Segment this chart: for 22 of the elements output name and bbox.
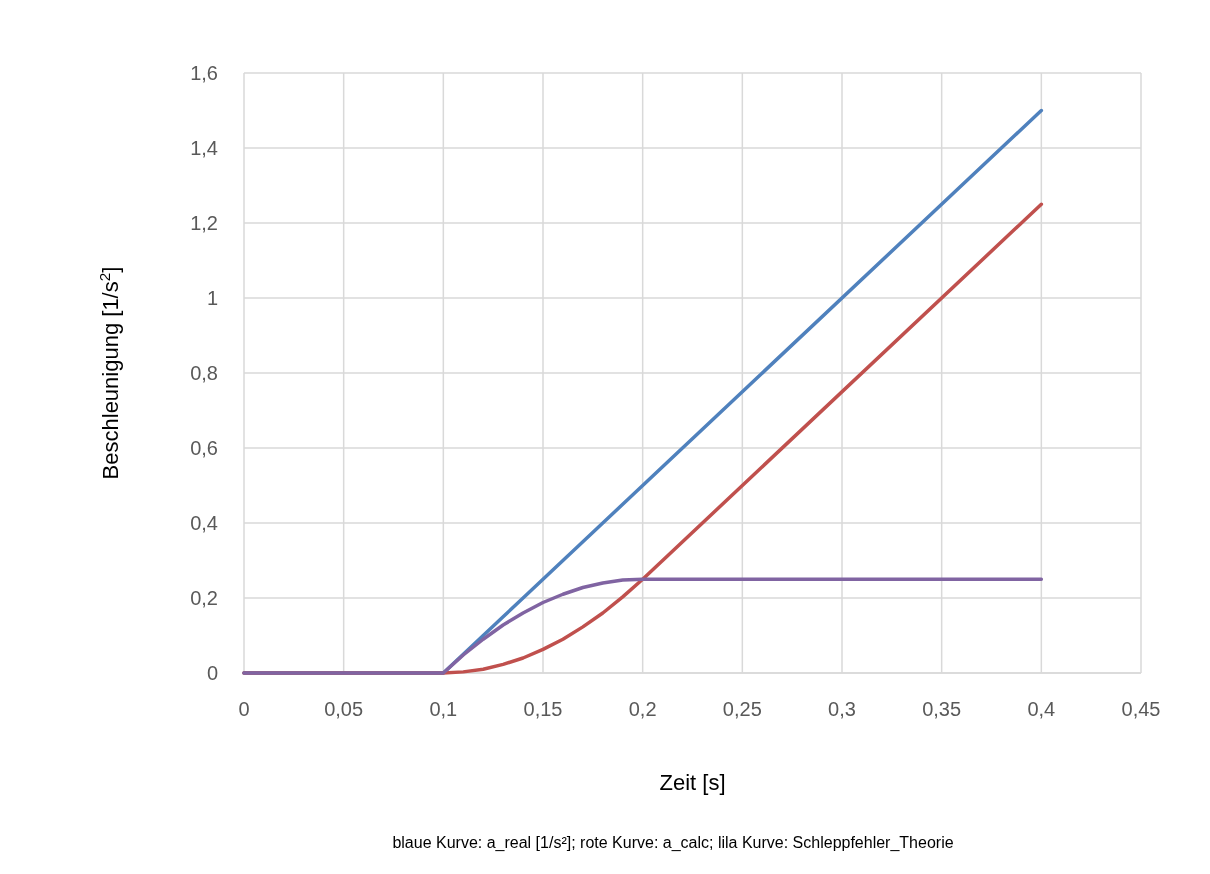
y-tick-label: 0 <box>206 662 218 684</box>
y-tick-label: 1 <box>206 287 218 309</box>
x-tick-label: 0,45 <box>1121 698 1161 720</box>
x-axis-title: Zeit [s] <box>659 770 726 795</box>
x-tick-label: 0,05 <box>324 698 364 720</box>
text: blaue Kurve: a_real [1/s²]; rote Kurve: a_calc; lila Kurve: Schleppfehler_Theorie <box>392 834 954 852</box>
y-tick-label: 1,4 <box>190 137 218 159</box>
x-tick-label: 0 <box>238 698 250 720</box>
y-tick-label: 0,6 <box>190 437 218 459</box>
x-tick-label: 0,25 <box>722 698 762 720</box>
y-tick-label: 0,2 <box>190 587 218 609</box>
y-tick-label: 1,6 <box>190 62 218 84</box>
y-tick-label: 1,2 <box>190 212 218 234</box>
x-tick-label: 0,3 <box>828 698 856 720</box>
x-tick-label: 0,2 <box>628 698 657 720</box>
x-tick-label: 0,35 <box>922 698 962 720</box>
x-tick-label: 0,15 <box>523 698 563 720</box>
x-tick-label: 0,4 <box>1027 698 1056 720</box>
x-tick-label: 0,1 <box>429 698 458 720</box>
y-tick-label: 0,4 <box>190 512 218 534</box>
line-series <box>242 577 1044 675</box>
y-tick-label: 0,8 <box>190 362 218 384</box>
